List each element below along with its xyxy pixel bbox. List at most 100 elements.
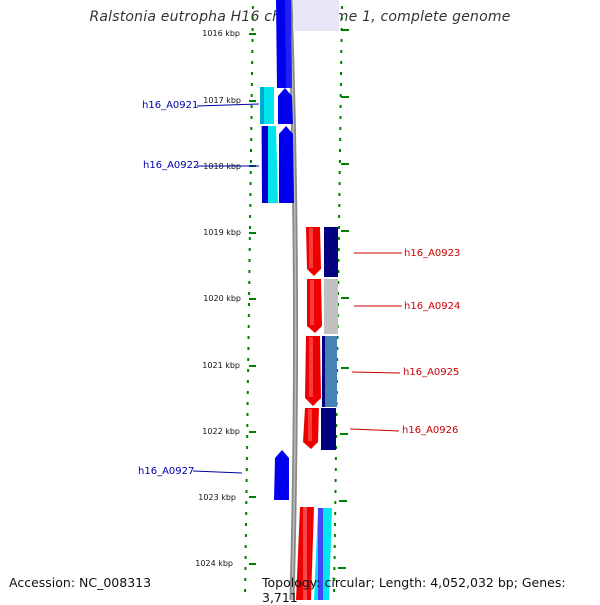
track-dot <box>335 413 338 416</box>
track-dot <box>246 424 249 427</box>
track-dot <box>340 50 343 53</box>
ruler-label: 1023 kbp <box>198 493 236 502</box>
track-dot <box>334 457 337 460</box>
track-dot <box>336 336 339 339</box>
track-dot <box>251 72 253 75</box>
gene-label-h16-a0923[interactable]: h16_A0923 <box>404 248 460 259</box>
track-dot <box>336 369 339 372</box>
track-dot <box>335 435 338 438</box>
track-dot <box>248 248 251 251</box>
track-dot <box>334 490 337 493</box>
track-dot <box>245 501 248 504</box>
gene-blue-a0921 <box>278 88 293 124</box>
track-dot <box>335 446 338 449</box>
track-dot <box>339 105 342 108</box>
track-dot <box>246 380 249 383</box>
track-dot <box>246 402 249 405</box>
track-dot <box>247 325 250 328</box>
homology-navy-a0923 <box>324 227 338 277</box>
homology-navy-a0926 <box>321 408 336 450</box>
track-dot <box>248 237 251 240</box>
track-dot <box>338 215 341 218</box>
track-dot <box>244 578 247 581</box>
gene-label-h16-a0922[interactable]: h16_A0922 <box>143 160 199 171</box>
topology-text: Topology: circular; Length: 4,052,032 bp… <box>262 575 566 605</box>
track-dot <box>249 226 251 229</box>
gene-red-a0923 <box>306 227 321 276</box>
track-dot <box>334 512 337 515</box>
track-dot <box>245 479 248 482</box>
track-dot <box>339 138 342 141</box>
track-dot <box>249 204 252 207</box>
track-dot <box>246 435 249 438</box>
ruler-label: 1022 kbp <box>202 427 240 436</box>
track-dot <box>249 193 252 196</box>
gene-label-h16-a0925[interactable]: h16_A0925 <box>403 367 459 378</box>
right-ticks <box>338 29 349 569</box>
track-dot <box>333 556 336 559</box>
gene-label-h16-a0926[interactable]: h16_A0926 <box>402 425 458 436</box>
track-dot <box>248 303 250 306</box>
track-dot <box>245 468 248 471</box>
track-dot <box>340 61 343 64</box>
ruler-label: 1019 kbp <box>203 228 241 237</box>
track-dot <box>245 512 248 515</box>
track-dot <box>244 567 247 570</box>
track-dot <box>336 358 339 361</box>
track-dot <box>247 336 250 339</box>
homology-silver-a0924 <box>324 279 338 334</box>
track-dot <box>244 589 247 592</box>
track-dot <box>338 204 341 207</box>
track-dot <box>251 28 254 31</box>
ruler-label: 1024 kbp <box>195 559 233 568</box>
track-dot <box>249 171 252 174</box>
ruler-label: 1020 kbp <box>203 294 241 303</box>
left-ticks <box>249 33 256 565</box>
track-dot <box>247 358 250 361</box>
track-dot <box>245 490 248 493</box>
track-dot <box>340 72 342 75</box>
ruler-label: 1016 kbp <box>202 29 240 38</box>
accession-text: Accession: NC_008313 <box>9 575 152 590</box>
track-dot <box>333 589 336 592</box>
track-dot <box>340 39 343 42</box>
track-dot <box>246 391 249 394</box>
track-dot <box>244 545 247 548</box>
track-dot <box>244 556 247 559</box>
track-dot <box>251 17 254 20</box>
gene-red-a0924 <box>307 279 322 333</box>
ruler-label: 1017 kbp <box>203 96 241 105</box>
gene-blue-a0922 <box>279 126 294 203</box>
track-dot <box>247 347 250 350</box>
track-dot <box>337 281 340 284</box>
track-dot <box>333 578 336 581</box>
track-dot <box>339 116 342 119</box>
track-dot <box>339 149 341 152</box>
track-dot <box>339 83 342 86</box>
ruler-label: 1021 kbp <box>202 361 240 370</box>
track-dot <box>337 237 340 240</box>
gene-label-h16-a0921[interactable]: h16_A0921 <box>142 100 198 111</box>
gene-label-h16-a0927[interactable]: h16_A0927 <box>138 466 194 477</box>
track-dot <box>340 6 343 9</box>
track-dot <box>337 292 340 295</box>
track-dot <box>338 160 341 163</box>
track-dot <box>249 182 252 185</box>
gene-label-h16-a0924[interactable]: h16_A0924 <box>404 301 460 312</box>
track-dot <box>333 545 336 548</box>
track-dot <box>248 281 251 284</box>
track-dot <box>334 468 337 471</box>
track-dot <box>334 501 337 504</box>
track-dot <box>250 94 253 97</box>
track-dot <box>246 446 249 449</box>
left-track-border <box>244 6 254 592</box>
track-dot <box>251 61 254 64</box>
track-dot <box>336 347 339 350</box>
track-dot <box>251 50 254 53</box>
track-dot <box>333 534 336 537</box>
homology-steelblue-a0925 <box>322 336 337 407</box>
track-dot <box>334 479 337 482</box>
track-dot <box>251 6 254 9</box>
track-dot <box>338 171 341 174</box>
